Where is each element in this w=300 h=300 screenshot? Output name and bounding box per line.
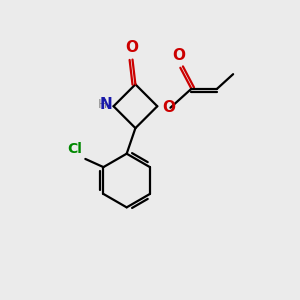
Text: Cl: Cl — [68, 142, 82, 156]
Text: O: O — [172, 48, 185, 63]
Text: O: O — [163, 100, 176, 115]
Text: O: O — [125, 40, 138, 55]
Text: N: N — [99, 97, 112, 112]
Text: H: H — [98, 98, 107, 111]
